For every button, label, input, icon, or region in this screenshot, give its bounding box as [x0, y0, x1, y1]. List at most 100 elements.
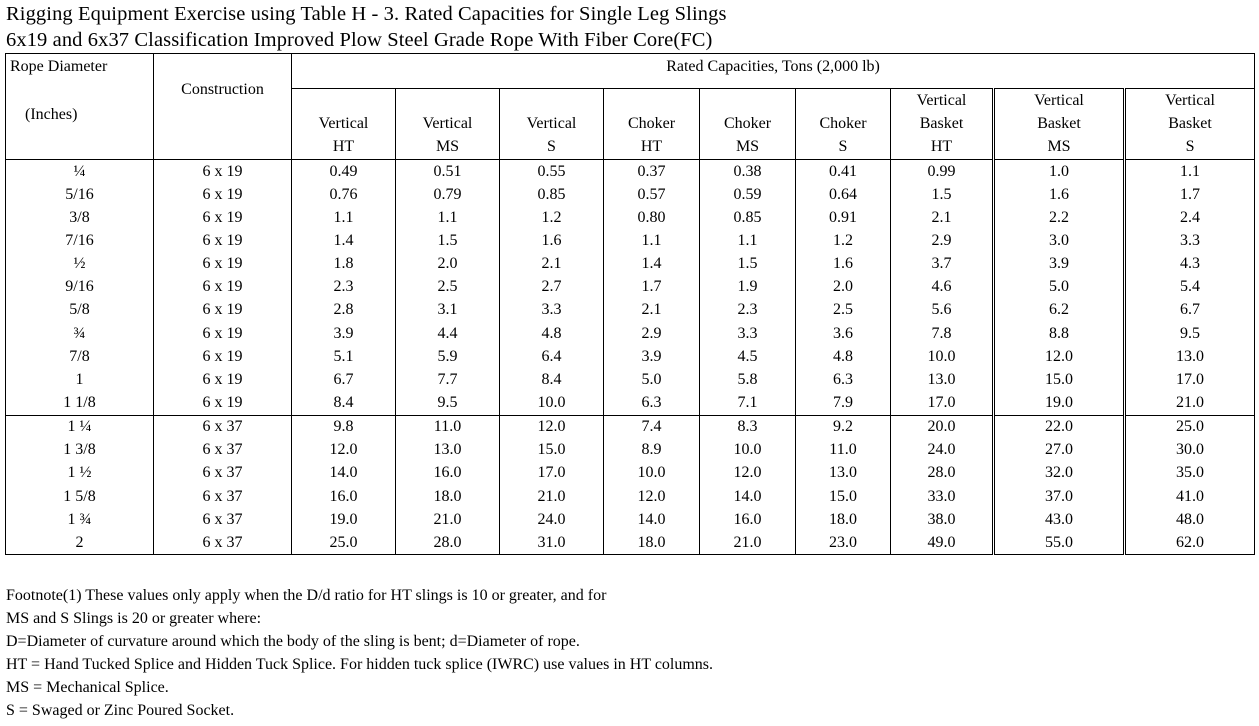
capacity-cell: 0.79 — [395, 183, 500, 207]
capacity-cell: 21.0 — [499, 484, 604, 509]
capacity-cell: 10.0 — [603, 461, 700, 485]
capacity-cell: 27.0 — [993, 438, 1126, 462]
capacity-cell: 1.6 — [499, 229, 604, 253]
capacity-cell: 3.1 — [395, 298, 500, 322]
capacity-cell: 12.0 — [291, 438, 396, 462]
capacity-cell: 48.0 — [1123, 508, 1256, 532]
capacity-cell: 9.5 — [395, 391, 500, 416]
column-header-line: S — [1185, 138, 1195, 155]
capacity-cell: 37.0 — [993, 484, 1126, 509]
capacity-cell: 30.0 — [1123, 438, 1256, 462]
capacity-cell: 1.5 — [890, 183, 995, 207]
capacity-cell: 5.6 — [890, 298, 995, 322]
construction-cell: 6 x 19 — [153, 159, 292, 184]
capacity-cell: 4.5 — [699, 345, 796, 369]
column-header-line: HT — [930, 138, 953, 155]
capacity-cell: 3.6 — [795, 321, 891, 346]
capacity-cell: 6.7 — [1123, 298, 1256, 322]
capacity-cell: 28.0 — [890, 461, 995, 485]
capacity-cell: 6.4 — [499, 345, 604, 369]
capacity-cell: 49.0 — [890, 531, 995, 555]
capacity-cell: 3.3 — [499, 298, 604, 322]
capacity-cell: 1.1 — [291, 206, 396, 230]
capacity-column-header: Vertical Basket MS — [993, 88, 1126, 160]
capacity-cell: 0.41 — [795, 159, 891, 184]
capacity-cell: 18.0 — [395, 484, 500, 509]
capacity-cell: 8.4 — [291, 391, 396, 416]
column-header-line: Choker — [627, 115, 676, 132]
construction-cell: 6 x 37 — [153, 461, 292, 485]
capacity-cell: 0.99 — [890, 159, 995, 184]
capacity-cell: 17.0 — [1123, 368, 1256, 392]
rope-diameter-cell: 2 — [5, 531, 154, 555]
capacity-cell: 7.9 — [795, 391, 891, 416]
capacity-cell: 10.0 — [499, 391, 604, 416]
capacity-cell: 18.0 — [603, 531, 700, 555]
rope-diameter-header: Rope Diameter (Inches) — [5, 53, 154, 160]
capacity-cell: 24.0 — [890, 438, 995, 462]
column-header-line: Choker — [819, 115, 867, 132]
rope-diameter-cell: ¾ — [5, 321, 154, 346]
capacity-cell: 14.0 — [291, 461, 396, 485]
capacity-cell: 10.0 — [699, 438, 796, 462]
column-header-line: Vertical — [1165, 92, 1215, 109]
capacity-cell: 9.8 — [291, 414, 396, 439]
capacity-cell: 0.38 — [699, 159, 796, 184]
rope-diameter-cell: 5/16 — [5, 183, 154, 207]
capacity-cell: 2.3 — [291, 275, 396, 299]
capacity-cell: 0.85 — [499, 183, 604, 207]
column-header-line: Vertical — [422, 115, 473, 132]
column-header-line: MS — [435, 138, 460, 155]
capacity-cell: 2.1 — [499, 252, 604, 276]
capacity-cell: 1.7 — [603, 275, 700, 299]
capacity-cell: 1.1 — [1123, 159, 1256, 184]
capacity-cell: 3.0 — [993, 229, 1126, 253]
capacity-cell: 18.0 — [795, 508, 891, 532]
construction-cell: 6 x 37 — [153, 508, 292, 532]
column-header-line: Vertical — [916, 92, 967, 109]
capacity-cell: 0.80 — [603, 206, 700, 230]
construction-cell: 6 x 37 — [153, 484, 292, 509]
capacity-cell: 11.0 — [395, 414, 500, 439]
capacity-cell: 25.0 — [291, 531, 396, 555]
rope-diameter-cell: 3/8 — [5, 206, 154, 230]
column-header-line: S — [838, 138, 848, 155]
capacity-cell: 24.0 — [499, 508, 604, 532]
capacity-cell: 3.9 — [993, 252, 1126, 276]
capacity-cell: 14.0 — [699, 484, 796, 509]
capacity-cell: 14.0 — [603, 508, 700, 532]
capacity-cell: 0.49 — [291, 159, 396, 184]
capacity-cell: 6.3 — [603, 391, 700, 416]
capacity-cell: 2.2 — [993, 206, 1126, 230]
capacity-cell: 23.0 — [795, 531, 891, 555]
column-header-line: Basket — [1168, 115, 1212, 132]
column-header-line: Vertical — [526, 115, 577, 132]
construction-cell: 6 x 37 — [153, 438, 292, 462]
capacity-cell: 8.8 — [993, 321, 1126, 346]
capacity-cell: 7.8 — [890, 321, 995, 346]
capacity-column-header: Choker S — [795, 88, 891, 160]
capacity-cell: 0.55 — [499, 159, 604, 184]
capacity-cell: 11.0 — [795, 438, 891, 462]
capacity-cell: 4.6 — [890, 275, 995, 299]
table-row: 5/16 6 x 19 0.76 0.79 0.85 0.57 0.59 0.64 1.5 1.6… — [5, 183, 1256, 207]
rope-diameter-cell: 1 5/8 — [5, 484, 154, 509]
capacity-cell: 13.0 — [890, 368, 995, 392]
capacity-cell: 6.7 — [291, 368, 396, 392]
capacity-cell: 5.9 — [395, 345, 500, 369]
capacity-cell: 5.0 — [993, 275, 1126, 299]
capacity-cell: 15.0 — [795, 484, 891, 509]
capacity-cell: 2.9 — [890, 229, 995, 253]
rope-diameter-label: Rope Diameter — [10, 58, 108, 75]
capacity-cell: 12.0 — [603, 484, 700, 509]
capacity-cell: 16.0 — [699, 508, 796, 532]
footnote-line: HT = Hand Tucked Splice and Hidden Tuck … — [6, 656, 714, 673]
capacity-cell: 9.2 — [795, 414, 891, 439]
table-row: 1 1/8 6 x 19 8.4 9.5 10.0 6.3 7.1 7.9 17.0 19.0 21… — [5, 391, 1256, 416]
capacity-cell: 3.9 — [291, 321, 396, 346]
construction-cell: 6 x 19 — [153, 298, 292, 322]
construction-cell: 6 x 19 — [153, 321, 292, 346]
